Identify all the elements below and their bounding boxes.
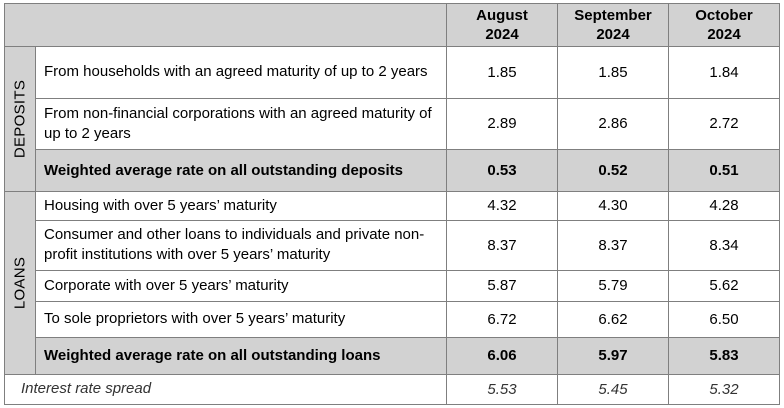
row-label: Consumer and other loans to individuals … (35, 219, 447, 272)
header-october: October 2024 (668, 3, 780, 47)
value-cell: 8.34 (668, 219, 780, 272)
value-cell: 5.97 (557, 337, 669, 375)
loans-row-sole-proprietors: To sole proprietors with over 5 years’ m… (5, 300, 780, 339)
value-cell: 5.53 (446, 373, 558, 406)
value-cell: 0.51 (668, 148, 780, 193)
value-cell: 4.28 (668, 191, 780, 221)
value-cell: 0.53 (446, 148, 558, 193)
value-cell: 8.37 (446, 219, 558, 272)
value-cell: 2.89 (446, 98, 558, 150)
value-cell: 6.06 (446, 337, 558, 375)
value-cell: 8.37 (557, 219, 669, 272)
value-cell: 0.52 (557, 148, 669, 193)
header-september: September 2024 (557, 3, 669, 47)
value-cell: 6.50 (668, 300, 780, 339)
header-row: August 2024 September 2024 October 2024 (4, 3, 780, 47)
value-cell: 4.32 (446, 191, 558, 221)
loans-row-weighted-average: Weighted average rate on all outstanding… (5, 337, 780, 375)
loans-row-housing: LOANS Housing with over 5 years’ maturit… (4, 191, 780, 375)
value-cell: 2.72 (668, 98, 780, 150)
deposits-row-corporations: From non-financial corporations with an … (5, 98, 780, 150)
row-label: From non-financial corporations with an … (35, 98, 447, 150)
loans-row-consumer: Consumer and other loans to individuals … (5, 219, 780, 272)
value-cell: 5.32 (668, 373, 780, 406)
row-label: From households with an agreed maturity … (35, 45, 447, 100)
deposits-group-label: DEPOSITS (4, 45, 36, 193)
deposits-row-households: DEPOSITS From households with an agreed … (4, 45, 780, 193)
row-label: Weighted average rate on all outstanding… (35, 148, 447, 193)
value-cell: 2.86 (557, 98, 669, 150)
interest-rates-table: August 2024 September 2024 October 2024 DEP… (4, 3, 780, 406)
value-cell: 5.83 (668, 337, 780, 375)
value-cell: 5.79 (557, 270, 669, 302)
value-cell: 4.30 (557, 191, 669, 221)
header-august: August 2024 (446, 3, 558, 47)
row-label: Interest rate spread (4, 373, 447, 406)
loans-row-corporate: Corporate with over 5 years’ maturity 5.… (5, 270, 780, 302)
value-cell: 1.84 (668, 45, 780, 100)
value-cell: 5.62 (668, 270, 780, 302)
value-cell: 6.72 (446, 300, 558, 339)
interest-rate-spread-row: Interest rate spread 5.53 5.45 5.32 (4, 373, 780, 406)
deposits-row-weighted-average: Weighted average rate on all outstanding… (5, 148, 780, 193)
value-cell: 5.87 (446, 270, 558, 302)
header-blank-cell (4, 3, 447, 47)
value-cell: 1.85 (446, 45, 558, 100)
value-cell: 6.62 (557, 300, 669, 339)
row-label: Weighted average rate on all outstanding… (35, 337, 447, 375)
loans-group-label: LOANS (4, 191, 36, 375)
value-cell: 5.45 (557, 373, 669, 406)
value-cell: 1.85 (557, 45, 669, 100)
row-label: To sole proprietors with over 5 years’ m… (35, 300, 447, 339)
row-label: Housing with over 5 years’ maturity (35, 191, 447, 221)
row-label: Corporate with over 5 years’ maturity (35, 270, 447, 302)
